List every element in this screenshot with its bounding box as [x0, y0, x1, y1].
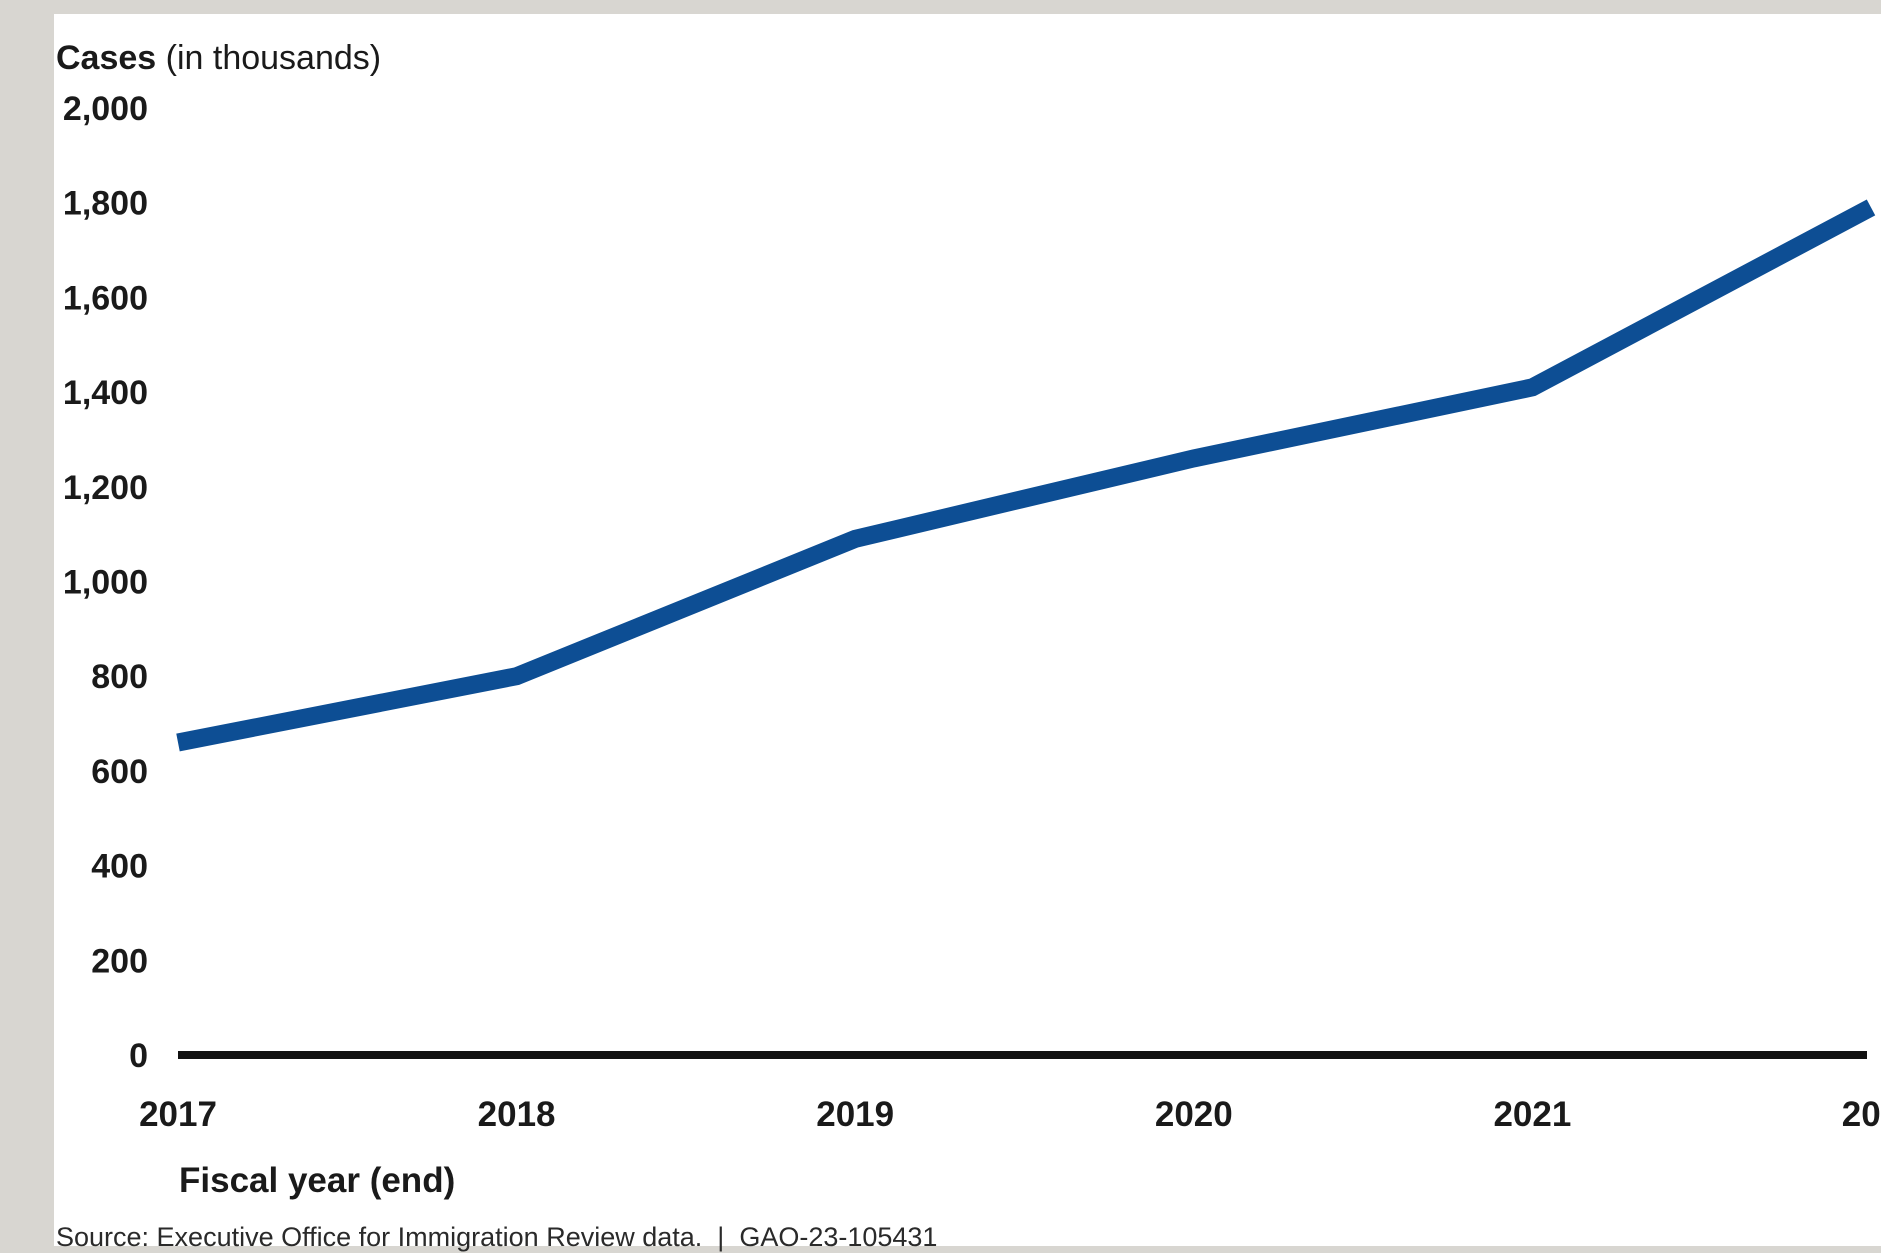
- source-note: Source: Executive Office for Immigration…: [56, 1222, 937, 1253]
- y-axis-title: Cases (in thousands): [56, 39, 381, 77]
- x-tick-label: 2020: [1155, 1095, 1233, 1134]
- y-tick-label: 1,000: [63, 564, 148, 602]
- y-tick-label: 200: [91, 942, 148, 980]
- chart-panel: Cases (in thousands) 0 200 400 600 800 1,000 1…: [54, 14, 1881, 1252]
- source-text: Source: Executive Office for Immigration…: [56, 1222, 703, 1252]
- y-axis-title-bold: Cases: [56, 39, 156, 77]
- y-tick-label: 0: [129, 1037, 148, 1075]
- y-tick-label: 2,000: [63, 90, 148, 128]
- x-tick-label: 2019: [816, 1095, 894, 1134]
- report-id: GAO-23-105431: [739, 1222, 938, 1252]
- x-tick-label: 2017: [139, 1095, 217, 1134]
- y-axis-title-unit: (in thousands): [166, 39, 381, 77]
- series-line: [176, 199, 1876, 752]
- x-tick-label: 202: [1842, 1095, 1881, 1134]
- x-axis-ticks: 2017 2018 2019 2020 2021 202: [139, 1095, 1881, 1134]
- y-tick-label: 1,200: [63, 469, 148, 507]
- source-separator: |: [717, 1222, 725, 1252]
- y-tick-label: 1,800: [63, 185, 148, 223]
- x-tick-label: 2018: [478, 1095, 556, 1134]
- x-axis-title: Fiscal year (end): [179, 1161, 455, 1200]
- y-axis-ticks: 0 200 400 600 800 1,000 1,200 1,400 1,600 1,800 2,…: [63, 90, 148, 1075]
- y-tick-label: 400: [91, 848, 148, 886]
- y-tick-label: 1,400: [63, 374, 148, 412]
- y-tick-label: 800: [91, 658, 148, 696]
- line-chart: Cases (in thousands) 0 200 400 600 800 1,000 1…: [56, 39, 1881, 1200]
- y-tick-label: 1,600: [63, 279, 148, 317]
- x-tick-label: 2021: [1493, 1095, 1571, 1134]
- y-tick-label: 600: [91, 753, 148, 791]
